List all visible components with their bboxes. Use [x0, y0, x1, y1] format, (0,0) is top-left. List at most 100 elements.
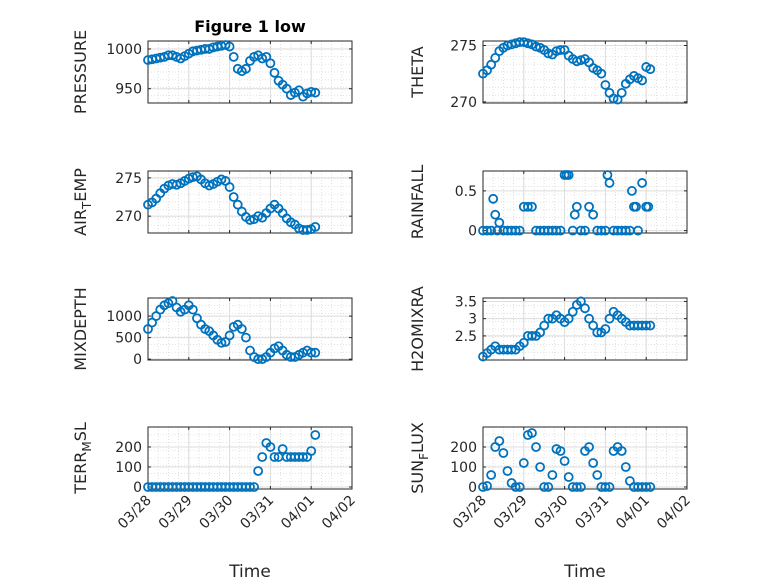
data-point: [535, 462, 546, 472]
data-series: [143, 40, 321, 102]
data-point: [224, 330, 235, 341]
data-point: [584, 442, 594, 452]
data-point: [298, 452, 308, 462]
data-point: [576, 225, 586, 236]
data-point: [522, 201, 533, 212]
x-tick-label: 03/29: [156, 493, 196, 533]
y-tick-label: 2.5: [455, 329, 477, 345]
data-point: [269, 67, 280, 78]
data-point: [555, 225, 566, 236]
data-point: [588, 458, 599, 468]
data-point: [514, 482, 525, 492]
data-point: [620, 225, 631, 236]
data-point: [310, 221, 321, 232]
subplot-theta: 270 275 THETA: [408, 37, 688, 111]
data-point: [620, 462, 631, 472]
data-point: [604, 482, 615, 492]
data-point: [302, 225, 313, 235]
x-tick-label: 04/01: [613, 493, 653, 533]
data-point: [539, 482, 550, 492]
data-point: [310, 430, 321, 440]
data-point: [584, 313, 594, 324]
data-point: [502, 466, 513, 476]
x-tick-label: 04/02: [319, 493, 359, 533]
data-point: [631, 201, 641, 212]
data-point: [236, 324, 247, 334]
axes-box: [147, 40, 353, 104]
data-point: [486, 470, 497, 480]
y-axis-label: THETA: [408, 46, 427, 98]
data-point: [277, 444, 288, 454]
data-point: [527, 330, 537, 341]
data-point: [641, 320, 652, 331]
data-point: [310, 347, 321, 358]
data-point: [245, 215, 255, 225]
data-point: [241, 63, 251, 74]
y-axis-label: H2OMIXRA: [408, 286, 427, 372]
data-point: [547, 470, 558, 480]
data-point: [527, 428, 537, 438]
data-point: [510, 482, 521, 492]
data-point: [482, 481, 492, 491]
data-point: [627, 185, 637, 196]
data-point: [600, 482, 611, 492]
data-point: [569, 209, 580, 220]
data-point: [616, 87, 627, 98]
data-point: [592, 327, 603, 338]
data-point: [602, 170, 613, 180]
data-point: [543, 313, 554, 324]
data-series: [143, 296, 321, 365]
data-point: [228, 51, 239, 62]
data-point: [580, 303, 590, 314]
x-tick-label: 03/31: [572, 493, 612, 533]
data-point: [600, 324, 611, 334]
x-tick-label: 03/30: [532, 493, 572, 533]
y-tick-label: 1000: [106, 309, 142, 325]
data-series: [478, 170, 654, 236]
data-point: [306, 347, 317, 358]
subplot-rainfall: 0 0.5 RAINFALL: [408, 165, 688, 240]
data-point: [592, 470, 603, 480]
data-point: [245, 482, 255, 492]
y-axis-label: RAINFALL: [408, 165, 427, 240]
data-point: [571, 482, 582, 492]
data-point: [563, 472, 574, 482]
x-tick-label: 03/28: [450, 493, 490, 533]
y-axis-label: SUNFLUX: [408, 422, 431, 494]
data-point: [486, 225, 497, 236]
y-axis-label: AIRTEMP: [71, 168, 94, 236]
data-point: [257, 452, 268, 462]
data-point: [306, 86, 317, 97]
data-series: [143, 171, 321, 235]
data-point: [506, 344, 517, 355]
data-point: [588, 209, 599, 220]
data-point: [580, 225, 590, 236]
data-point: [588, 320, 599, 331]
data-point: [559, 456, 570, 466]
data-point: [571, 201, 582, 212]
y-tick-label: 275: [450, 39, 477, 55]
data-point: [604, 313, 615, 324]
data-point: [576, 296, 586, 307]
data-point: [645, 64, 656, 75]
data-point: [216, 337, 227, 348]
data-point: [643, 201, 654, 212]
data-point: [488, 193, 499, 204]
data-point: [584, 201, 594, 212]
y-tick-label: 275: [115, 171, 142, 187]
data-point: [616, 446, 627, 456]
data-point: [494, 217, 505, 228]
data-point: [563, 313, 574, 324]
data-point: [555, 45, 566, 55]
data-point: [637, 178, 648, 188]
x-tick-label: 04/01: [278, 493, 318, 533]
subplot-h2omixra: 2.53 3.5 H2OMIXRA: [408, 286, 688, 372]
y-tick-label: 0.5: [455, 184, 477, 200]
subplot-pressure: 950 1000 PRESSURE: [71, 30, 353, 114]
x-tick-label: 04/02: [654, 493, 694, 533]
data-point: [224, 182, 235, 192]
data-point: [645, 320, 656, 331]
data-point: [645, 482, 656, 492]
x-tick-label: 03/29: [491, 493, 531, 533]
data-point: [555, 446, 566, 456]
